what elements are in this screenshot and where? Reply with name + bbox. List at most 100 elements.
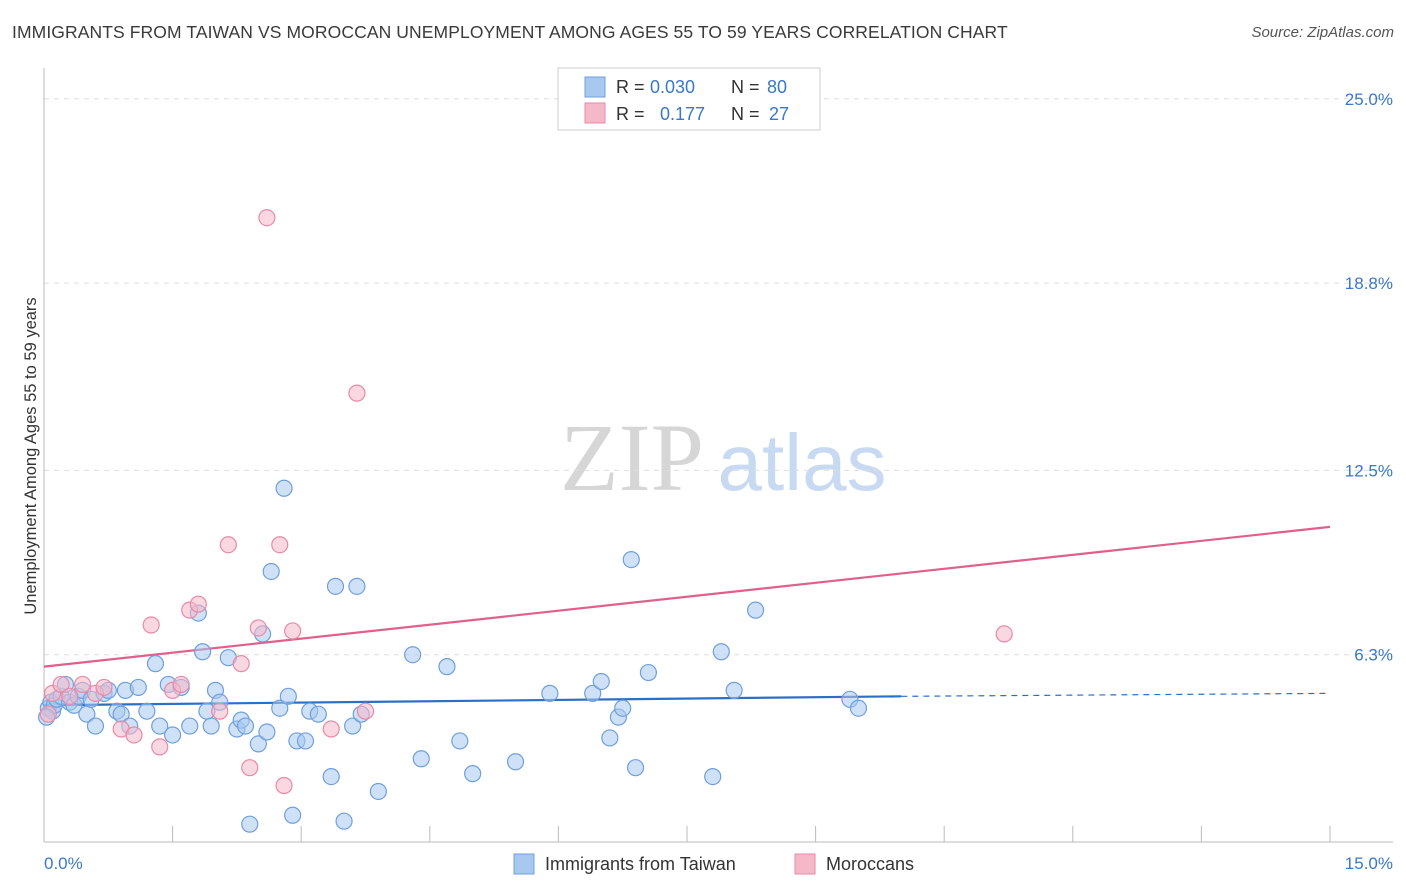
legend-n-value-moroccans: 27 [769,104,789,124]
point-moroccans-25 [348,384,366,402]
point-taiwan-38 [241,815,259,833]
stats-legend: R = 0.030 N = 80 R = 0.177 N = 27 [557,67,821,131]
legend-n-label-taiwan: N = [731,77,760,97]
point-moroccans-27 [995,625,1013,643]
point-taiwan-66 [592,672,610,691]
point-taiwan-31 [202,717,220,735]
bottom-legend-label-taiwan: Immigrants from Taiwan [545,854,736,874]
point-taiwan-48 [296,732,315,750]
point-taiwan-45 [279,687,297,705]
point-moroccans-3 [61,687,79,705]
point-taiwan-37 [236,717,255,735]
point-taiwan-43 [271,699,289,717]
legend-n-label-moroccans: N = [731,104,760,124]
point-taiwan-50 [309,705,327,723]
legend-swatch-moroccans [584,102,606,124]
point-moroccans-15 [211,702,229,720]
series-moroccans-points [39,209,1013,795]
trend-lines [43,525,1331,707]
series-legend: Immigrants from Taiwan Moroccans [513,853,914,875]
point-moroccans-23 [284,622,302,640]
point-moroccans-20 [258,209,276,227]
point-moroccans-12 [172,675,190,694]
chart-title: IMMIGRANTS FROM TAIWAN VS MOROCCAN UNEMP… [12,22,1008,42]
point-taiwan-76 [746,601,765,619]
legend-r-label-moroccans: R = [616,104,645,124]
point-moroccans-16 [219,536,237,554]
point-taiwan-25 [164,726,182,744]
watermark-zip: ZIP [560,404,704,511]
point-moroccans-8 [125,726,143,744]
point-taiwan-23 [151,717,169,735]
point-taiwan-51 [322,767,340,786]
y-tick-labels: 6.3% 12.5% 18.8% 25.0% [1345,90,1393,665]
bottom-legend-swatch-taiwan [513,853,535,875]
y-tick-label-0: 6.3% [1354,646,1393,665]
point-moroccans-0 [39,705,57,723]
legend-n-value-taiwan: 80 [767,77,787,97]
point-taiwan-42 [262,562,280,581]
point-taiwan-20 [129,678,147,697]
point-taiwan-64 [541,684,559,702]
point-moroccans-6 [95,678,113,697]
point-taiwan-13 [86,717,105,735]
point-taiwan-65 [584,684,602,702]
point-taiwan-44 [275,479,293,497]
point-taiwan-67 [601,729,619,747]
legend-r-label-taiwan: R = [616,77,645,97]
point-moroccans-26 [356,702,375,720]
point-taiwan-63 [506,753,525,771]
point-moroccans-18 [241,759,259,777]
x-tick-label-max: 15.0% [1345,854,1393,873]
point-moroccans-19 [249,619,267,637]
point-taiwan-61 [451,732,469,750]
trend-line-taiwan [43,695,902,707]
y-tick-label-2: 18.8% [1345,274,1393,293]
point-taiwan-73 [704,767,722,786]
point-taiwan-72 [639,663,658,682]
point-taiwan-71 [626,759,645,777]
point-taiwan-59 [412,750,430,768]
source-credit: Source: ZipAtlas.com [1251,24,1394,41]
point-taiwan-53 [335,812,353,830]
legend-swatch-taiwan [584,76,606,98]
point-taiwan-46 [284,806,302,824]
point-taiwan-21 [138,702,156,720]
y-axis-label: Unemployment Among Ages 55 to 59 years [22,297,40,614]
point-taiwan-75 [725,681,743,699]
x-ticks [43,826,1331,842]
x-tick-label-min: 0.0% [44,854,83,873]
point-moroccans-17 [232,655,250,673]
point-taiwan-41 [258,723,276,741]
bottom-legend-swatch-moroccans [794,853,816,875]
y-tick-label-1: 12.5% [1345,461,1393,480]
point-taiwan-60 [438,658,456,676]
trend-line-moroccans [43,525,1331,668]
point-taiwan-29 [194,643,212,661]
point-taiwan-54 [344,717,362,735]
point-moroccans-24 [322,720,340,738]
point-taiwan-78 [849,699,868,717]
y-tick-label-3: 25.0% [1345,90,1393,109]
point-taiwan-55 [348,577,366,595]
point-moroccans-2 [52,675,70,694]
legend-r-value-taiwan: 0.030 [650,77,695,97]
point-taiwan-39 [249,735,267,753]
point-moroccans-22 [275,776,293,795]
point-taiwan-27 [181,717,199,735]
watermark-atlas: atlas [718,418,887,507]
point-moroccans-9 [142,616,160,634]
point-taiwan-62 [464,765,482,783]
point-taiwan-70 [622,550,640,569]
point-taiwan-22 [146,655,165,673]
point-moroccans-21 [271,536,289,554]
point-taiwan-74 [712,643,730,661]
point-moroccans-10 [151,738,169,756]
grid-lines [44,98,1393,656]
series-taiwan-points [37,479,868,833]
point-taiwan-52 [326,577,345,595]
point-taiwan-57 [369,782,387,801]
trend-line-taiwan-extension [901,692,1331,697]
point-moroccans-4 [73,675,92,694]
